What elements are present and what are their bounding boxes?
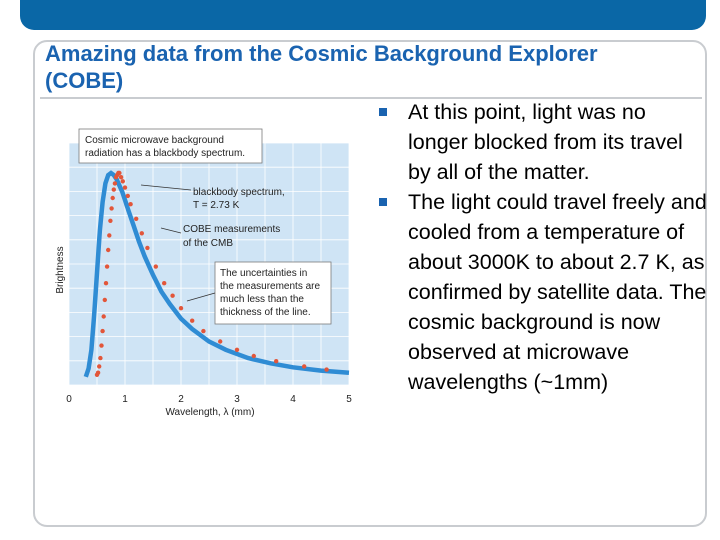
title-underline: [40, 97, 702, 99]
cobe-data-point: [103, 281, 109, 286]
cobe-data-point: [251, 353, 256, 359]
blackbody-curve: [83, 170, 350, 378]
cobe-data-point: [153, 264, 158, 269]
cobe-data-point: [98, 355, 103, 361]
cobe-data-point: [145, 245, 150, 251]
uncertainty-line-3: much less than the: [220, 294, 304, 305]
x-axis-label: Wavelength, λ (mm): [165, 407, 254, 418]
cobe-leader: [160, 227, 182, 234]
cobe-data-point: [234, 347, 240, 352]
x-tick-label: 4: [290, 394, 296, 405]
uncertainty-box: [214, 261, 332, 325]
y-axis-label: Brightness: [55, 246, 66, 293]
cobe-data-point: [108, 218, 113, 223]
cobe-data-point: [97, 364, 102, 369]
cobe-data-point: [118, 175, 124, 180]
bullet-text: The light could travel freely and cooled…: [408, 190, 707, 394]
cobe-data-point: [134, 216, 139, 221]
cobe-data-point: [128, 202, 133, 207]
bullet-item: The light could travel freely and cooled…: [375, 187, 710, 397]
cobe-data-point: [324, 367, 329, 372]
cobe-data-point: [110, 195, 115, 201]
cobe-data-point: [101, 314, 106, 319]
cobe-data-point: [170, 293, 175, 298]
cobe-label-2: of the CMB: [183, 238, 233, 249]
cobe-data-point: [99, 343, 104, 348]
cobe-data-point: [274, 359, 279, 364]
cobe-data-point: [111, 187, 117, 192]
blackbody-label-1: blackbody spectrum,: [193, 187, 285, 198]
square-bullet-icon: [379, 198, 387, 206]
bullet-text: At this point, light was no longer block…: [408, 100, 683, 184]
square-bullet-icon: [379, 108, 387, 116]
cobe-data-point: [109, 206, 114, 211]
uncertainty-leader: [186, 292, 216, 302]
bullet-item: At this point, light was no longer block…: [375, 97, 710, 187]
cobe-data-point: [104, 264, 110, 269]
x-tick-label: 2: [178, 394, 184, 405]
x-tick-label: 3: [234, 394, 240, 405]
cobe-data-point: [201, 328, 206, 334]
x-tick-label: 5: [346, 394, 352, 405]
uncertainty-line-1: The uncertainties in: [220, 268, 307, 279]
x-tick-labels: 0 1 2 3 4 5: [66, 394, 352, 405]
uncertainty-line-4: thickness of the line.: [220, 307, 311, 318]
title-box-line-2: radiation has a blackbody spectrum.: [85, 148, 245, 159]
cobe-measurements: [94, 170, 329, 377]
cobe-data-point: [302, 364, 307, 369]
slide-frame: [33, 40, 707, 527]
cobe-data-point: [190, 318, 195, 323]
top-banner: [20, 0, 706, 30]
x-tick-label: 1: [122, 394, 128, 405]
cobe-label-1: COBE measurements: [183, 224, 280, 235]
bullet-list: At this point, light was no longer block…: [375, 97, 710, 397]
cobe-data-point: [178, 306, 184, 311]
blackbody-label-2: T = 2.73 K: [193, 200, 240, 211]
cobe-data-point: [139, 231, 144, 236]
title-box: [78, 128, 263, 164]
cobe-data-point: [218, 339, 223, 344]
cobe-data-point: [112, 181, 118, 186]
cobe-data-point: [100, 328, 105, 334]
cmb-spectrum-chart: Cosmic microwave background radiation ha…: [45, 115, 365, 425]
cobe-data-point: [125, 193, 130, 199]
uncertainty-line-2: the measurements are: [220, 281, 320, 292]
title-box-line-1: Cosmic microwave background: [85, 135, 224, 146]
cobe-data-point: [106, 247, 111, 253]
cobe-data-point: [117, 170, 122, 176]
slide-title: Amazing data from the Cosmic Background …: [45, 41, 598, 93]
cobe-data-point: [95, 370, 101, 375]
blackbody-leader: [140, 184, 192, 191]
chart-svg: Cosmic microwave background radiation ha…: [55, 128, 352, 418]
x-tick-label: 0: [66, 394, 72, 405]
cobe-data-point: [102, 297, 107, 303]
cobe-data-point: [122, 185, 128, 190]
cobe-data-point: [120, 179, 126, 184]
cobe-data-point: [107, 233, 112, 238]
cobe-data-point: [162, 281, 167, 286]
